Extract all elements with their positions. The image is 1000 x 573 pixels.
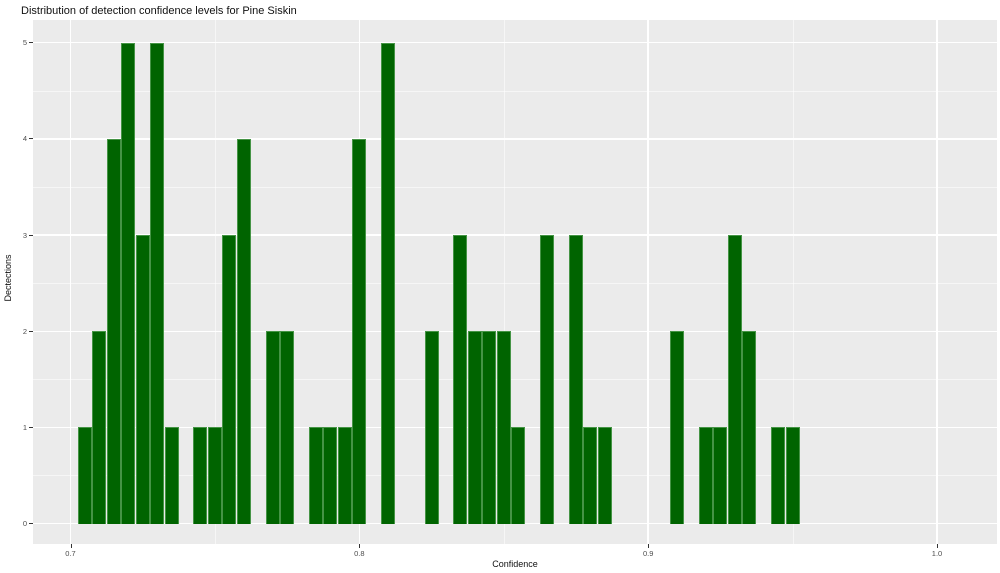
x-tick-label: 1.0 [931,549,943,558]
x-axis-tick-mark [359,544,361,548]
histogram-bar [135,235,150,524]
histogram-bar [496,331,511,524]
y-tick-label: 5 [22,38,27,48]
histogram-bar [265,331,280,524]
histogram-bar [568,235,583,524]
histogram-bar [785,427,800,524]
gridline-minor-horizontal [33,283,997,285]
x-axis-tick-mark [648,544,650,548]
y-axis-label: Dectections [3,254,13,302]
y-axis-tick-mark [29,426,33,428]
histogram-bar [583,427,598,524]
histogram-bar [352,138,367,524]
histogram-bar [280,331,295,524]
y-tick-label: 0 [22,519,27,528]
histogram-bar [771,427,786,524]
y-tick-label: 4 [22,134,27,144]
x-tick-label: 0.9 [642,549,654,558]
histogram-bar [482,331,497,524]
histogram-bar [742,331,757,524]
y-tick-label: 2 [22,326,27,336]
histogram-bar [597,427,612,524]
histogram-bar [713,427,728,524]
y-tick-label: 3 [22,230,27,240]
gridline-minor-vertical [792,20,794,544]
gridline-minor-horizontal [33,187,997,188]
x-axis-tick-mark [937,544,938,548]
x-axis-label: Confidence [492,559,538,569]
gridline-major-horizontal [33,234,997,236]
x-tick-label: 0.8 [354,549,365,558]
histogram-bar [337,427,352,524]
gridline-minor-vertical [503,20,505,544]
chart-title: Distribution of detection confidence lev… [21,5,297,17]
histogram-bar [164,427,179,524]
histogram-bar [222,235,237,524]
gridline-minor-horizontal [33,90,997,92]
y-tick-label: 1 [22,422,27,432]
histogram-bar [77,427,92,524]
gridline-major-horizontal [33,138,997,140]
y-axis-tick-mark [29,138,33,140]
histogram-bar [121,42,136,524]
histogram-bar [381,42,396,524]
histogram-bar [670,331,685,524]
y-axis-tick-mark [29,42,33,44]
x-tick-label: 0.7 [65,549,76,558]
y-axis-tick-mark [29,523,33,524]
histogram-bar [540,235,555,524]
histogram-bar [698,427,713,524]
histogram-bar [467,331,482,524]
gridline-major-vertical [936,20,938,544]
histogram-bar [323,427,338,524]
x-axis-tick-mark [70,544,72,548]
gridline-major-horizontal [33,426,997,429]
histogram-bar [511,427,526,524]
plot-panel [33,20,997,544]
histogram-bar [453,235,468,524]
histogram-bar [150,42,165,524]
histogram-bar [207,427,222,524]
y-axis-tick-mark [29,330,33,332]
histogram-bar [92,331,107,524]
histogram-bar [236,138,251,524]
gridline-minor-horizontal [33,379,997,381]
gridline-minor-vertical [214,20,216,544]
histogram-bar [309,427,323,524]
gridline-major-vertical [69,20,72,544]
gridline-major-horizontal [33,42,997,44]
histogram-bar [727,235,742,524]
histogram-bar [424,331,439,524]
gridline-major-horizontal [33,330,997,332]
gridline-major-vertical [647,20,649,544]
y-axis-tick-mark [29,234,33,236]
histogram-bar [106,138,121,524]
histogram-bar [193,427,208,524]
